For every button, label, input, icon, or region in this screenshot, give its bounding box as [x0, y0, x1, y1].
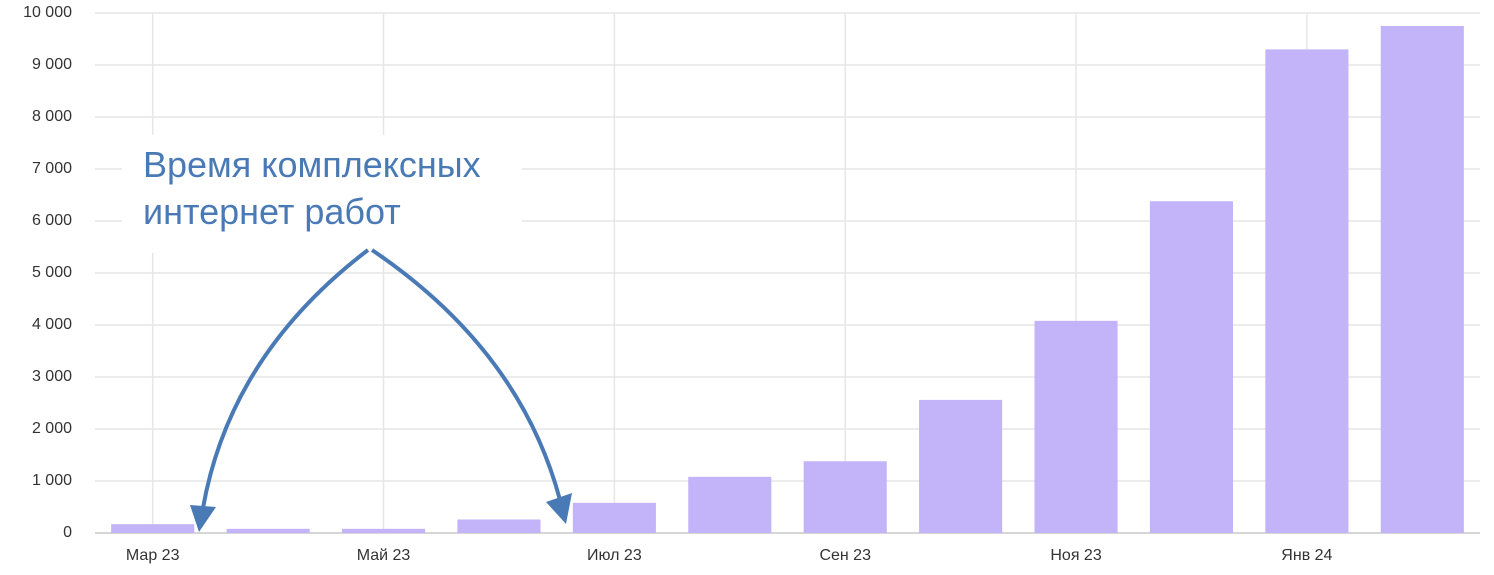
- bar: [111, 524, 195, 533]
- y-tick-label: 6 000: [32, 212, 72, 229]
- bar: [457, 519, 541, 533]
- bar: [803, 461, 887, 533]
- y-tick-label: 3 000: [32, 368, 72, 385]
- bar: [919, 399, 1003, 533]
- y-tick-label: 0: [63, 524, 72, 541]
- bar: [1034, 320, 1118, 533]
- bar: [341, 528, 426, 533]
- x-tick-label: Янв 24: [1281, 547, 1332, 564]
- bar: [1149, 201, 1234, 534]
- bar: [688, 476, 772, 533]
- bars: [111, 26, 1464, 534]
- x-tick-label: Июл 23: [587, 547, 642, 564]
- annotation-arrows: [201, 248, 562, 509]
- y-tick-label: 2 000: [32, 420, 72, 437]
- arrowhead: [546, 493, 572, 524]
- y-tick-label: 4 000: [32, 316, 72, 333]
- y-tick-label: 8 000: [32, 108, 72, 125]
- annotation-text: интернет работ: [143, 191, 401, 232]
- bar: [226, 528, 310, 533]
- arrowhead: [190, 505, 216, 532]
- y-tick-label: 7 000: [32, 160, 72, 177]
- bar: [1265, 49, 1349, 534]
- x-tick-label: Ноя 23: [1050, 547, 1101, 564]
- y-tick-label: 1 000: [32, 472, 72, 489]
- x-tick-label: Сен 23: [819, 547, 871, 564]
- bar: [1380, 26, 1464, 533]
- annotation-text: Время комплексных: [143, 144, 481, 185]
- x-tick-label: Май 23: [357, 547, 411, 564]
- x-tick-label: Мар 23: [126, 547, 180, 564]
- arrow: [201, 248, 370, 509]
- y-tick-label: 10 000: [23, 4, 72, 21]
- y-tick-label: 9 000: [32, 56, 72, 73]
- y-tick-label: 5 000: [32, 264, 72, 281]
- annotation-box: [122, 135, 522, 253]
- arrow: [370, 248, 562, 501]
- grid: [95, 12, 1480, 534]
- bar: [572, 502, 656, 533]
